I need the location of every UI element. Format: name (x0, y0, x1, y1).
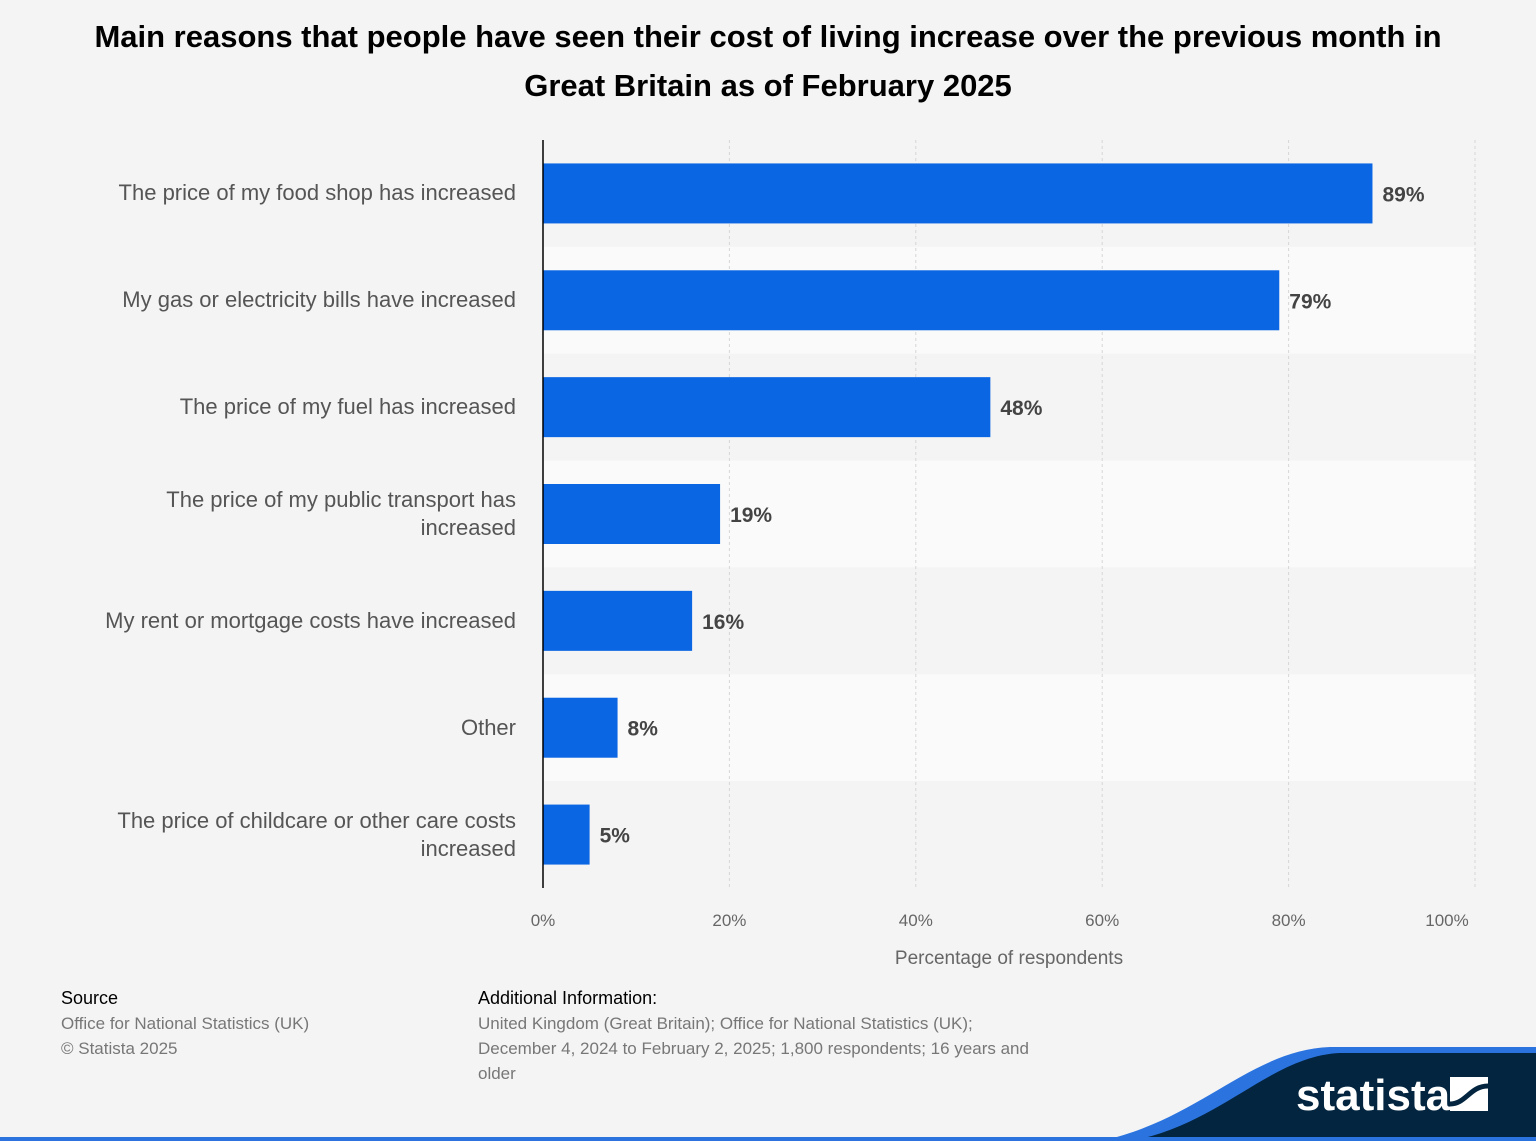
bar (543, 163, 1373, 224)
data-label: 48% (1000, 397, 1042, 420)
bar (543, 804, 590, 865)
info-heading: Additional Information: (478, 988, 658, 1008)
data-label: 5% (600, 825, 631, 848)
bar (543, 697, 618, 758)
info-text: United Kingdom (Great Britain); Office f… (478, 1011, 1029, 1086)
x-tick-label: 60% (1085, 911, 1119, 930)
x-tick-label: 100% (1425, 911, 1468, 930)
source-text: Office for National Statistics (UK) © St… (61, 1011, 309, 1061)
x-tick-label: 40% (899, 911, 933, 930)
info-line: older (478, 1064, 516, 1083)
x-tick-label: 20% (712, 911, 746, 930)
info-line: December 4, 2024 to February 2, 2025; 1,… (478, 1039, 1029, 1058)
data-label: 19% (730, 504, 772, 527)
source-heading: Source (61, 988, 119, 1008)
bar (543, 377, 991, 438)
category-label: Other (460, 714, 516, 740)
data-label: 8% (628, 718, 659, 741)
chart-title: Main reasons that people have seen their… (94, 19, 1442, 103)
category-label: My gas or electricity bills have increas… (122, 287, 516, 313)
category-label: My rent or mortgage costs have increased (105, 607, 516, 633)
category-label: The price of my public transport has inc… (166, 487, 516, 540)
row-band (543, 567, 1475, 675)
x-axis-label: Percentage of respondents (894, 948, 1124, 969)
data-label: 79% (1289, 290, 1331, 313)
bar (543, 590, 693, 651)
row-band (543, 781, 1475, 888)
data-label: 89% (1382, 183, 1424, 206)
category-label: The price of my food shop has increased (118, 180, 516, 206)
bar (543, 270, 1280, 331)
bar (543, 484, 721, 544)
category-label: The price of my fuel has increased (179, 394, 516, 420)
statista-logo-icon (1449, 1077, 1489, 1111)
data-label: 16% (702, 611, 744, 634)
category-label: The price of childcare or other care cos… (117, 807, 516, 861)
source-line: © Statista 2025 (61, 1039, 178, 1058)
row-band (543, 674, 1475, 782)
x-tick-label: 80% (1272, 911, 1306, 930)
statista-logo-text: statista (1296, 1071, 1451, 1120)
source-line: Office for National Statistics (UK) (61, 1014, 310, 1033)
info-line: United Kingdom (Great Britain); Office f… (478, 1014, 973, 1033)
x-tick-label: 0% (531, 911, 556, 930)
